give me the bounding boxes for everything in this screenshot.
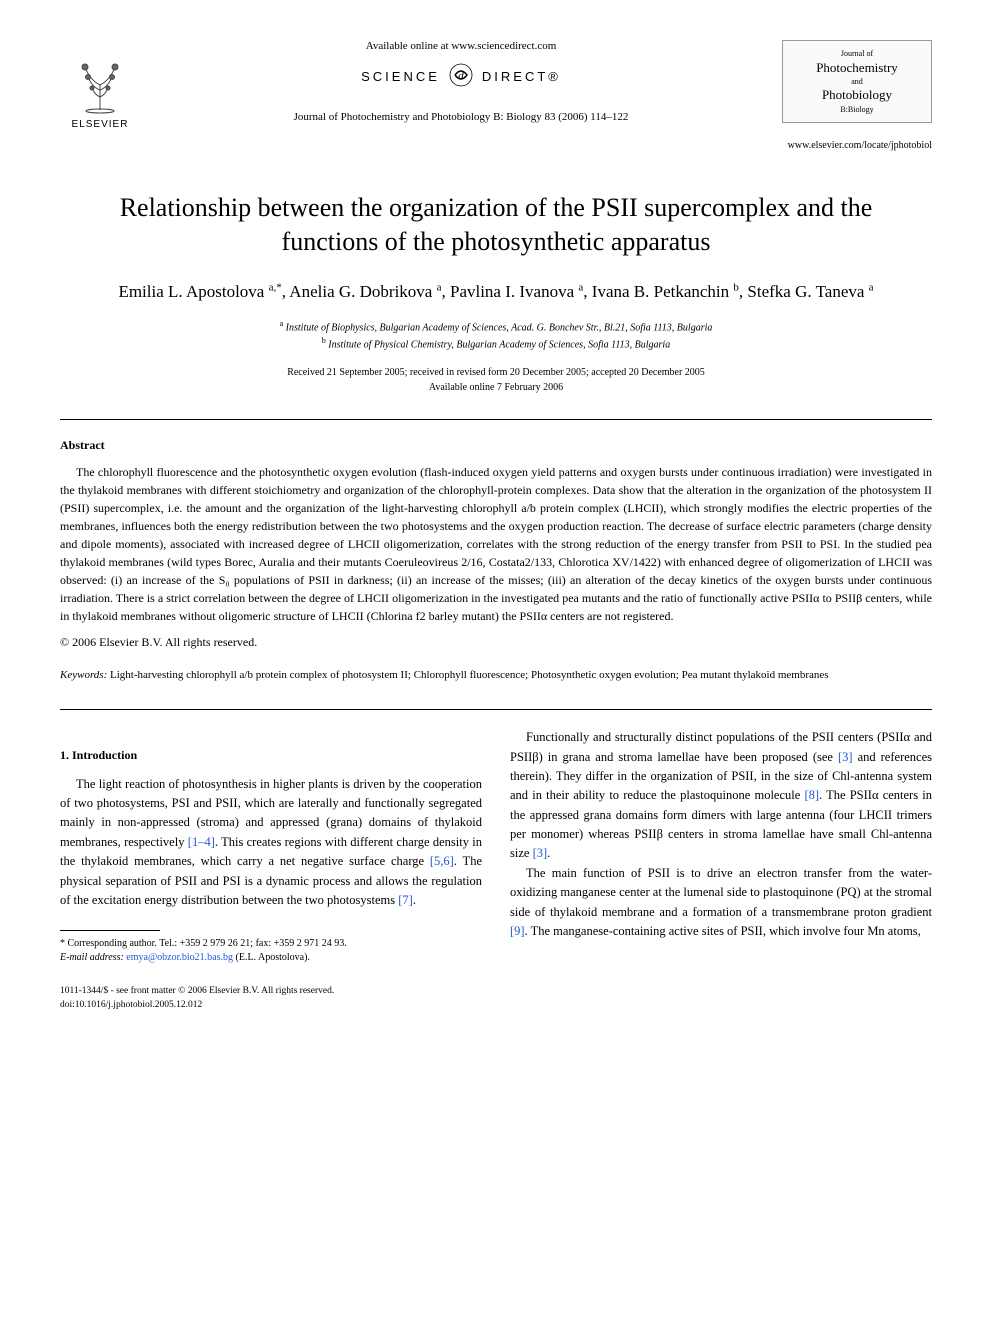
footnote-email-line: E-mail address: emya@obzor.bio21.bas.bg … bbox=[60, 951, 482, 965]
science-direct-logo: SCIENCE d DIRECT® bbox=[160, 62, 762, 93]
journal-reference: Journal of Photochemistry and Photobiolo… bbox=[160, 111, 762, 123]
sd-text-left: SCIENCE bbox=[361, 69, 440, 84]
footer-issn: 1011-1344/$ - see front matter © 2006 El… bbox=[60, 985, 482, 998]
body-column-right: Functionally and structurally distinct p… bbox=[510, 728, 932, 1012]
introduction-heading: 1. Introduction bbox=[60, 746, 482, 765]
abstract-heading: Abstract bbox=[60, 438, 932, 453]
article-title: Relationship between the organization of… bbox=[80, 191, 912, 259]
keywords-block: Keywords: Light-harvesting chlorophyll a… bbox=[60, 668, 932, 683]
publisher-name: ELSEVIER bbox=[72, 119, 129, 130]
journal-box-and: and bbox=[789, 77, 925, 86]
citation-link[interactable]: [7] bbox=[398, 893, 413, 907]
publisher-logo: ELSEVIER bbox=[60, 40, 140, 130]
sd-text-right: DIRECT® bbox=[482, 69, 561, 84]
intro-col1-p1: The light reaction of photosynthesis in … bbox=[60, 775, 482, 911]
citation-link[interactable]: [5,6] bbox=[430, 854, 454, 868]
intro-col2-p1: Functionally and structurally distinct p… bbox=[510, 728, 932, 864]
footnote-email-label: E-mail address: bbox=[60, 952, 124, 963]
elsevier-tree-icon bbox=[70, 55, 130, 115]
keywords-text: Light-harvesting chlorophyll a/b protein… bbox=[110, 669, 829, 681]
page-header: ELSEVIER Available online at www.science… bbox=[60, 40, 932, 130]
citation-link[interactable]: [1–4] bbox=[188, 835, 215, 849]
footnote-corr: * Corresponding author. Tel.: +359 2 979… bbox=[60, 937, 482, 951]
journal-box-sub: B:Biology bbox=[789, 105, 925, 114]
citation-link[interactable]: [8] bbox=[804, 788, 819, 802]
body-column-left: 1. Introduction The light reaction of ph… bbox=[60, 728, 482, 1012]
abstract-paragraph: The chlorophyll fluorescence and the pho… bbox=[60, 463, 932, 625]
footnote-email[interactable]: emya@obzor.bio21.bas.bg bbox=[126, 952, 233, 963]
affiliation-a: a Institute of Biophysics, Bulgarian Aca… bbox=[60, 318, 932, 335]
dates-online: Available online 7 February 2006 bbox=[60, 380, 932, 395]
journal-box-line1: Photochemistry bbox=[789, 60, 925, 76]
footnote-email-name: (E.L. Apostolova). bbox=[236, 952, 310, 963]
header-center: Available online at www.sciencedirect.co… bbox=[140, 40, 782, 123]
divider-bottom bbox=[60, 709, 932, 710]
available-online-text: Available online at www.sciencedirect.co… bbox=[160, 40, 762, 52]
footer-meta: 1011-1344/$ - see front matter © 2006 El… bbox=[60, 985, 482, 1012]
affiliation-b: b Institute of Physical Chemistry, Bulga… bbox=[60, 335, 932, 352]
citation-link[interactable]: [3] bbox=[533, 846, 548, 860]
citation-link[interactable]: [9] bbox=[510, 924, 525, 938]
journal-box-wrapper: Journal of Photochemistry and Photobiolo… bbox=[782, 40, 932, 123]
journal-cover-box: Journal of Photochemistry and Photobiolo… bbox=[782, 40, 932, 123]
footnote-separator bbox=[60, 930, 160, 931]
intro-col2-p2: The main function of PSII is to drive an… bbox=[510, 864, 932, 942]
footer-doi: doi:10.1016/j.jphotobiol.2005.12.012 bbox=[60, 999, 482, 1012]
body-columns: 1. Introduction The light reaction of ph… bbox=[60, 728, 932, 1012]
dates-received: Received 21 September 2005; received in … bbox=[60, 365, 932, 380]
svg-text:d: d bbox=[458, 70, 464, 82]
journal-box-pretitle: Journal of bbox=[789, 49, 925, 58]
corresponding-author-footnote: * Corresponding author. Tel.: +359 2 979… bbox=[60, 937, 482, 965]
abstract-copyright: © 2006 Elsevier B.V. All rights reserved… bbox=[60, 635, 932, 650]
divider-top bbox=[60, 419, 932, 420]
journal-url: www.elsevier.com/locate/jphotobiol bbox=[60, 140, 932, 151]
authors-list: Emilia L. Apostolova a,*, Anelia G. Dobr… bbox=[60, 279, 932, 305]
citation-link[interactable]: [3] bbox=[838, 750, 853, 764]
article-dates: Received 21 September 2005; received in … bbox=[60, 365, 932, 395]
journal-box-line2: Photobiology bbox=[789, 87, 925, 103]
abstract-body: The chlorophyll fluorescence and the pho… bbox=[60, 463, 932, 625]
keywords-label: Keywords: bbox=[60, 669, 107, 681]
sd-swirl-icon: d bbox=[448, 62, 474, 93]
affiliations: a Institute of Biophysics, Bulgarian Aca… bbox=[60, 318, 932, 353]
